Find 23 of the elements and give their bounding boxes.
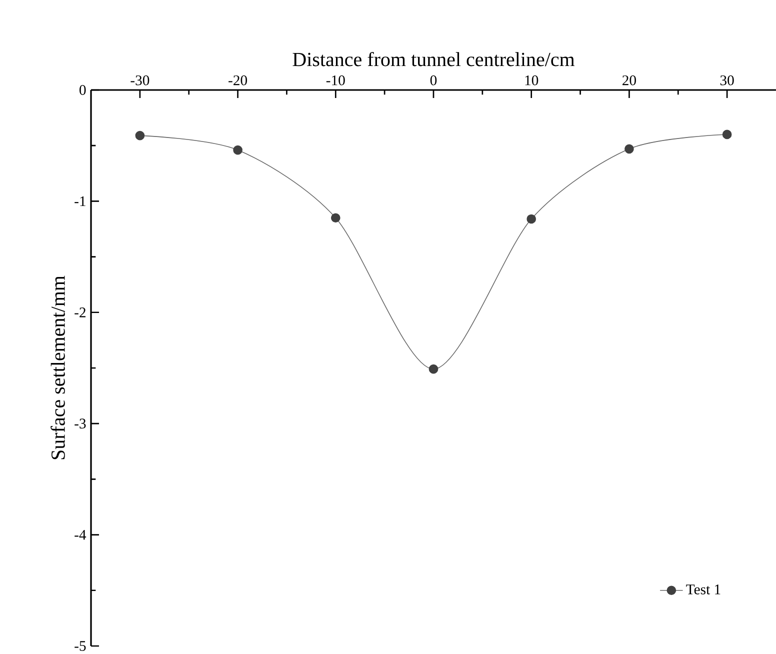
y-tick-label: -4 [74, 530, 86, 540]
y-tick-label: 0 [80, 85, 86, 95]
point [624, 144, 634, 154]
x-tick-label: 30 [720, 75, 734, 86]
point [330, 213, 340, 223]
x-tick-label: 20 [622, 75, 636, 86]
legend-label: Test 1 [686, 584, 720, 594]
point [722, 130, 732, 140]
y-tick-label: -1 [74, 196, 86, 206]
x-tick-label: -20 [228, 75, 248, 86]
x-axis-title: Distance from tunnel centreline/cm [292, 52, 575, 66]
y-tick-label: -2 [74, 308, 86, 318]
x-tick-label: 10 [525, 75, 538, 86]
point [135, 130, 145, 140]
y-tick-label: -3 [74, 418, 86, 429]
y-tick-label: -5 [74, 641, 86, 651]
x-tick-label: 0 [430, 75, 437, 86]
point [428, 364, 438, 374]
point [233, 145, 242, 155]
x-tick-label: -30 [130, 75, 150, 86]
x-tick-label: -10 [326, 75, 345, 86]
point [526, 214, 536, 224]
y-axis-title: Surface settlement/mm [50, 276, 65, 460]
